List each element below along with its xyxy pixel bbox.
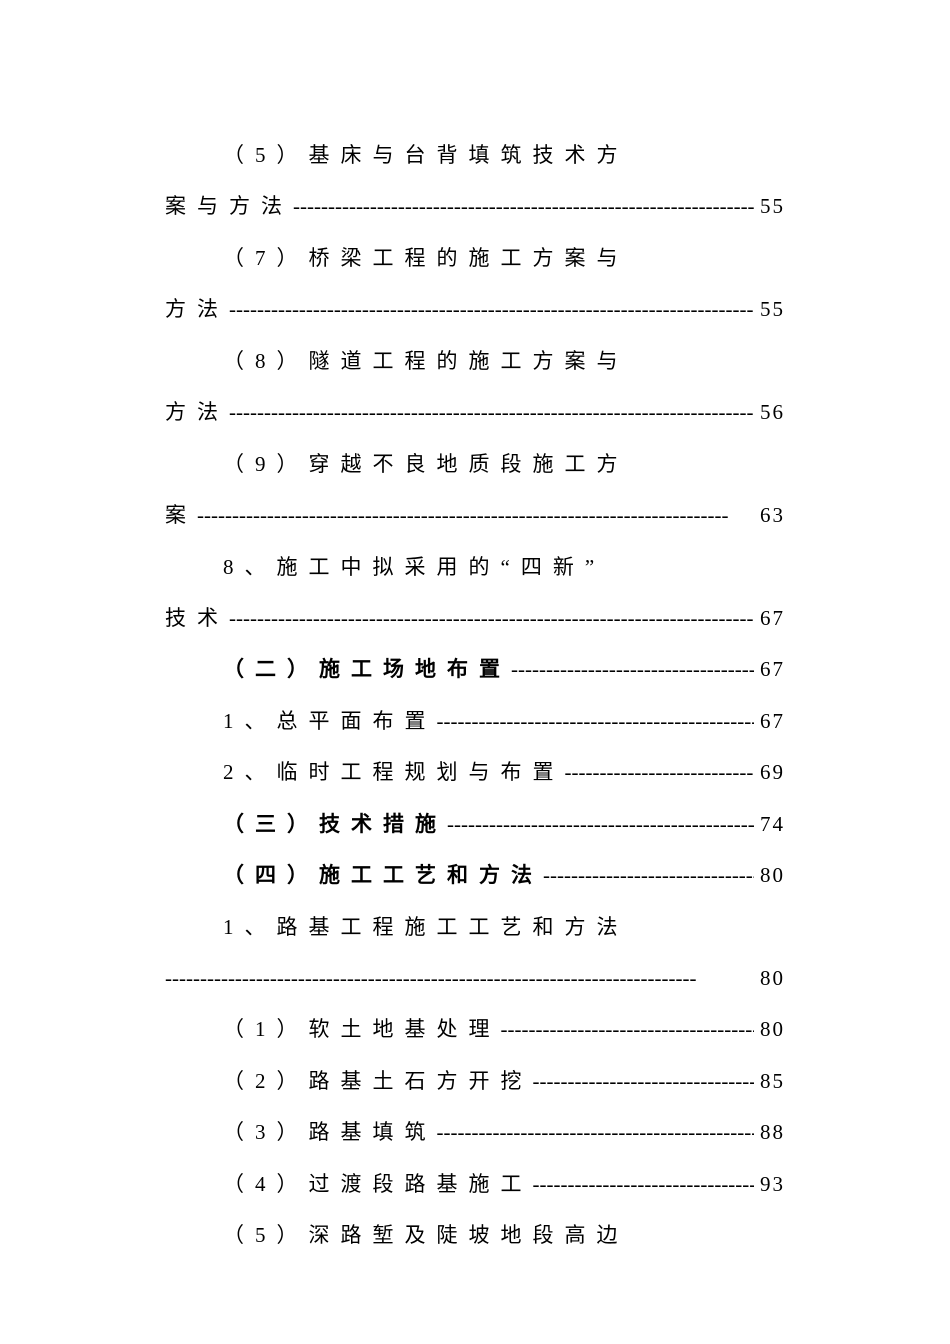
toc-entry-multiline: （9）穿越不良地质段施工方案 63: [165, 439, 785, 542]
toc-page: 74: [754, 799, 785, 850]
toc-text: 方法: [165, 387, 229, 438]
toc-text: （4）过渡段路基施工: [223, 1159, 533, 1210]
toc-text: （2）路基土石方开挖: [223, 1056, 533, 1107]
toc-entry: （三）技术措施 74: [165, 799, 785, 850]
toc-leader: [447, 799, 754, 850]
toc-entry: （1）软土地基处理 80: [165, 1004, 785, 1055]
toc-entry: （3）路基填筑 88: [165, 1107, 785, 1158]
toc-line2: 方法 55: [165, 284, 785, 335]
toc-text: （四）施工工艺和方法: [223, 850, 543, 901]
toc-page: 85: [754, 1056, 785, 1107]
toc-page: 80: [754, 953, 785, 1004]
toc-text: 案与方法: [165, 181, 293, 232]
toc-page: 88: [754, 1107, 785, 1158]
toc-leader: [229, 284, 754, 335]
toc-line1: （8）隧道工程的施工方案与: [165, 336, 785, 387]
toc-entry: 1、总平面布置 67: [165, 696, 785, 747]
toc-entry-multiline: （8）隧道工程的施工方案与方法 56: [165, 336, 785, 439]
toc-leader: [229, 387, 754, 438]
toc-text: （三）技术措施: [223, 799, 447, 850]
toc-leader: [543, 850, 754, 901]
toc-leader: [165, 953, 754, 1004]
toc-entry: （2）路基土石方开挖 85: [165, 1056, 785, 1107]
toc-page: 55: [754, 284, 785, 335]
toc-page: 69: [754, 747, 785, 798]
toc-line2: 方法 56: [165, 387, 785, 438]
toc-page: 67: [754, 644, 785, 695]
toc-text: （5）深路堑及陡坡地段高边: [223, 1210, 629, 1261]
toc-text: 技术: [165, 593, 229, 644]
toc-page: 67: [754, 593, 785, 644]
toc-line1: （5）基床与台背填筑技术方: [165, 130, 785, 181]
toc-entry: （四）施工工艺和方法 80: [165, 850, 785, 901]
toc-leader: [197, 490, 754, 541]
toc-line2: 案 63: [165, 490, 785, 541]
toc-entry: 2、临时工程规划与布置 69: [165, 747, 785, 798]
toc-leader: [437, 696, 755, 747]
toc-page: 56: [754, 387, 785, 438]
toc-line1: 1、路基工程施工工艺和方法: [165, 902, 785, 953]
toc-text: 方法: [165, 284, 229, 335]
toc-line2: 80: [165, 953, 785, 1004]
toc-container: （5）基床与台背填筑技术方案与方法55（7）桥梁工程的施工方案与方法55（8）隧…: [165, 130, 785, 1262]
toc-line2: 案与方法 55: [165, 181, 785, 232]
toc-line2: 技术 67: [165, 593, 785, 644]
toc-text: （二）施工场地布置: [223, 644, 511, 695]
toc-page: 80: [754, 850, 785, 901]
toc-line1: （9）穿越不良地质段施工方: [165, 439, 785, 490]
toc-leader: [293, 181, 754, 232]
toc-leader: [501, 1004, 755, 1055]
toc-line1: （7）桥梁工程的施工方案与: [165, 233, 785, 284]
toc-entry-multiline: 1、路基工程施工工艺和方法80: [165, 902, 785, 1005]
toc-entry: （二）施工场地布置 67: [165, 644, 785, 695]
toc-page: 80: [754, 1004, 785, 1055]
toc-page: 63: [754, 490, 785, 541]
toc-page: 93: [754, 1159, 785, 1210]
toc-page: 67: [754, 696, 785, 747]
toc-text: 案: [165, 490, 197, 541]
toc-page: 55: [754, 181, 785, 232]
toc-entry-multiline: 8、施工中拟采用的“四新”技术 67: [165, 542, 785, 645]
toc-entry: （5）深路堑及陡坡地段高边: [165, 1210, 785, 1261]
toc-leader: [229, 593, 754, 644]
toc-leader: [511, 644, 754, 695]
toc-leader: [437, 1107, 755, 1158]
toc-leader: [533, 1159, 755, 1210]
toc-leader: [533, 1056, 755, 1107]
toc-text: （1）软土地基处理: [223, 1004, 501, 1055]
toc-text: 1、总平面布置: [223, 696, 437, 747]
toc-line1: 8、施工中拟采用的“四新”: [165, 542, 785, 593]
toc-entry-multiline: （7）桥梁工程的施工方案与方法 55: [165, 233, 785, 336]
toc-entry-multiline: （5）基床与台背填筑技术方案与方法 55: [165, 130, 785, 233]
toc-text: 2、临时工程规划与布置: [223, 747, 565, 798]
toc-text: （3）路基填筑: [223, 1107, 437, 1158]
toc-leader: [565, 747, 755, 798]
toc-entry: （4）过渡段路基施工 93: [165, 1159, 785, 1210]
